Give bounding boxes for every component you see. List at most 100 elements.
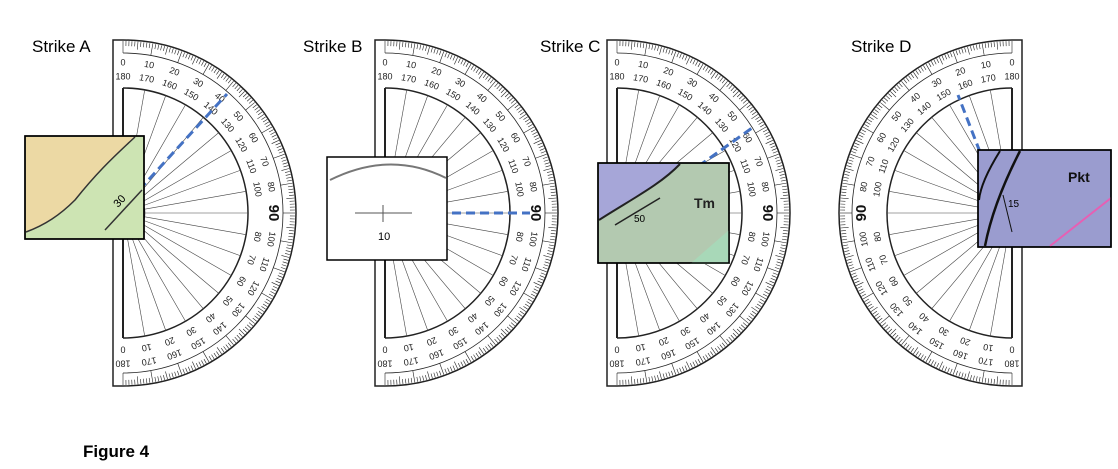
tick: [782, 191, 788, 193]
tick: [637, 378, 639, 384]
tick: [939, 56, 943, 65]
tick: [271, 140, 280, 144]
tick: [478, 70, 482, 75]
tick: [925, 63, 933, 75]
tick: [668, 49, 671, 55]
tick: [774, 240, 787, 244]
inset-map: 30: [24, 135, 145, 240]
tick: [288, 233, 294, 235]
tick: [482, 347, 487, 353]
tick: [874, 313, 879, 317]
caption: Figure 4: [83, 442, 150, 461]
tick: [859, 291, 865, 295]
tick: [523, 306, 528, 310]
tick: [508, 324, 514, 329]
tick: [198, 361, 202, 367]
tick: [548, 247, 554, 250]
tick: [840, 230, 846, 232]
tick: [540, 151, 546, 154]
tick: [171, 372, 174, 378]
tick: [721, 79, 726, 84]
tick: [236, 334, 241, 339]
scale-label: 60: [496, 274, 510, 288]
tick: [223, 346, 227, 351]
tick: [542, 156, 548, 159]
tick: [769, 280, 775, 284]
tick: [772, 151, 778, 154]
scale-label: 50: [231, 109, 245, 123]
tick: [996, 376, 999, 385]
scale-label: 160: [161, 77, 179, 92]
scale-label: 40: [204, 311, 218, 325]
tick: [436, 371, 439, 377]
tick: [463, 60, 467, 66]
tick: [697, 358, 701, 364]
tick: [695, 360, 699, 366]
tick: [430, 373, 433, 379]
tick: [465, 358, 469, 364]
tick: [775, 264, 781, 267]
tick: [227, 342, 232, 347]
inset-map: 10: [326, 156, 448, 261]
tick: [416, 376, 419, 382]
tick: [289, 194, 295, 196]
tick: [961, 48, 964, 54]
tick: [508, 97, 514, 102]
scale-label: 80: [858, 181, 870, 193]
tick: [751, 114, 759, 120]
tick: [843, 244, 849, 247]
tick: [759, 298, 765, 302]
scale-label: 10: [635, 342, 647, 354]
tick: [195, 58, 199, 64]
tick: [524, 303, 530, 307]
scale-label: 80: [528, 181, 540, 193]
tick: [452, 365, 456, 371]
tick: [500, 332, 505, 337]
tick: [886, 326, 891, 331]
tick: [457, 362, 461, 368]
tick: [254, 106, 259, 111]
tick: [759, 124, 765, 128]
tick: [245, 315, 255, 324]
scale-label: 80: [746, 231, 758, 243]
tick: [890, 91, 897, 98]
tick: [256, 109, 261, 113]
scale-label: 20: [954, 65, 967, 78]
tick: [543, 255, 552, 258]
scale-label: 80: [252, 231, 264, 243]
tick: [140, 41, 142, 47]
scale-label: 100: [759, 231, 771, 248]
scale-label: 50: [900, 294, 914, 308]
scale-label: 110: [506, 158, 520, 175]
tick: [174, 371, 177, 377]
tick: [507, 102, 517, 111]
tick: [888, 93, 893, 98]
tick: [990, 378, 992, 384]
tick: [190, 55, 194, 61]
tick: [278, 151, 284, 154]
tick: [519, 111, 525, 116]
tick: [402, 41, 404, 47]
radial-line: [126, 234, 146, 337]
tick: [286, 197, 295, 200]
scale-label: 180: [377, 359, 392, 369]
scale-label: 0: [1009, 57, 1014, 67]
tick: [157, 44, 160, 50]
tick: [271, 282, 280, 286]
tick: [407, 378, 410, 384]
tick: [651, 376, 654, 382]
scale-label: 30: [685, 76, 699, 90]
tick: [958, 49, 961, 55]
tick: [913, 71, 919, 79]
tick: [238, 332, 243, 337]
tick: [163, 374, 165, 380]
tick: [764, 291, 770, 295]
tick: [213, 68, 217, 74]
tick: [496, 84, 501, 90]
tick: [163, 46, 165, 52]
tick: [894, 334, 899, 339]
tick: [845, 168, 854, 171]
tick: [993, 41, 995, 47]
tick: [248, 99, 254, 104]
